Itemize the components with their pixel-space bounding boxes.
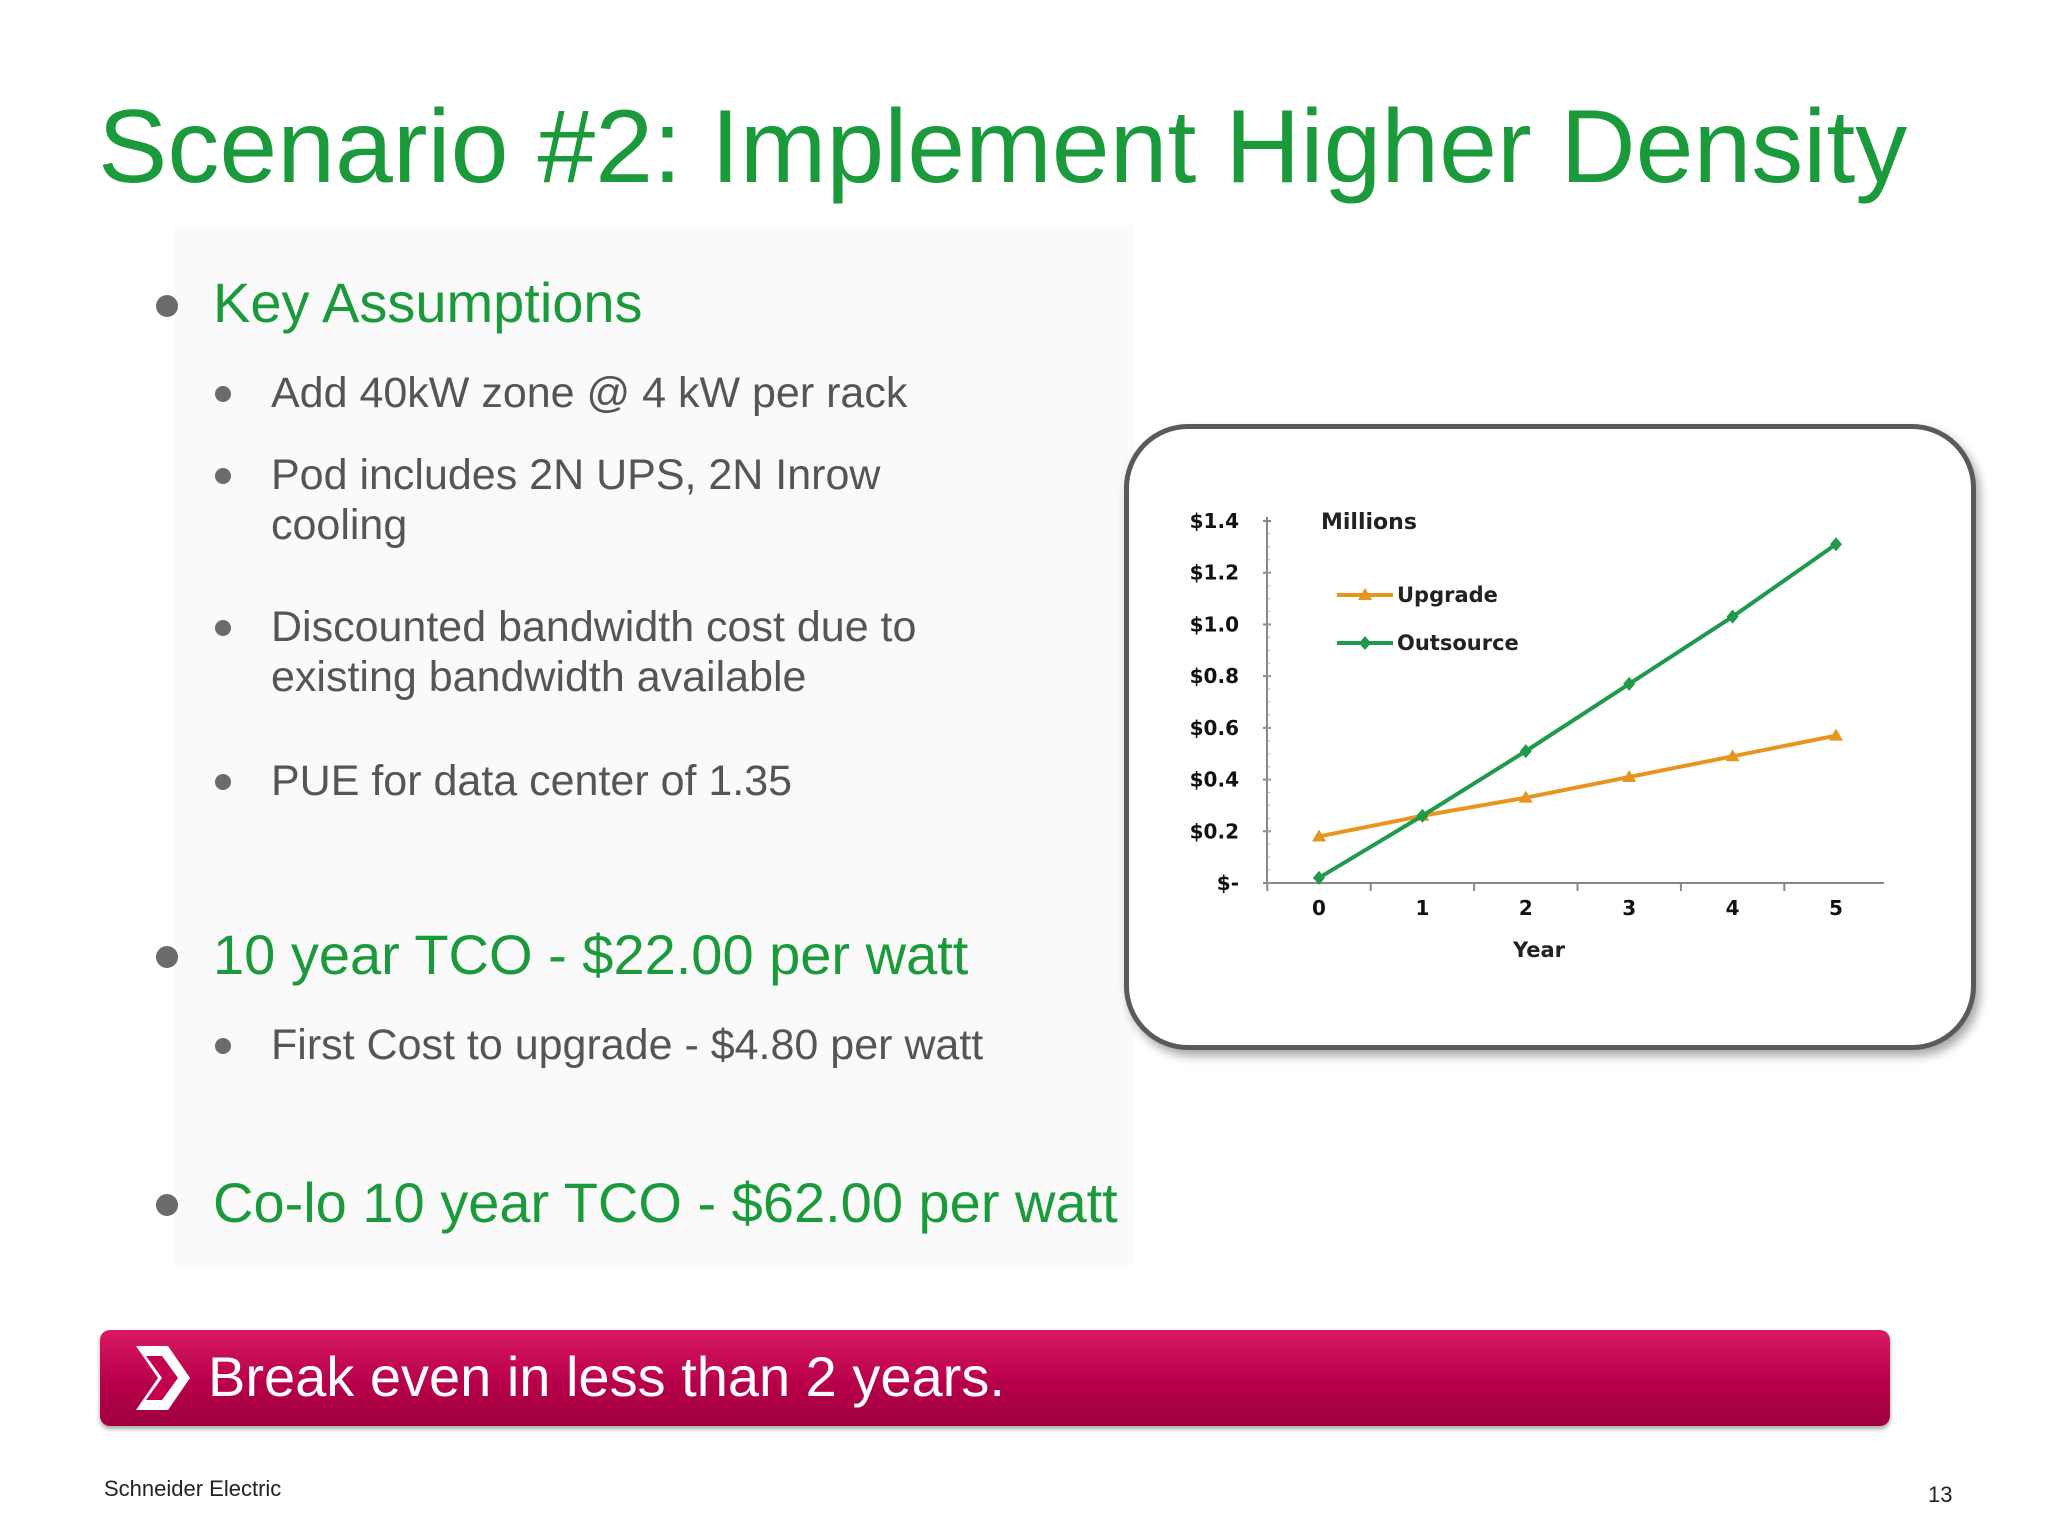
break-even-banner: Break even in less than 2 years. <box>100 1330 1890 1426</box>
y-tick-label: $0.4 <box>1190 768 1239 792</box>
y-tick-label: $1.4 <box>1190 509 1239 533</box>
x-axis-label: Year <box>1512 938 1566 962</box>
key-assumptions-heading: Key Assumptions <box>213 271 643 334</box>
x-tick-label: 5 <box>1829 896 1843 920</box>
x-tick-label: 1 <box>1415 896 1429 920</box>
x-tick-label: 3 <box>1622 896 1636 920</box>
data-point-outsource <box>1623 676 1636 691</box>
y-tick-label: $1.0 <box>1190 612 1239 636</box>
legend-label: Outsource <box>1397 631 1519 655</box>
assumption-item: Discounted bandwidth cost due to existin… <box>271 603 917 701</box>
tco-heading: 10 year TCO - $22.00 per watt <box>213 923 969 986</box>
chart-panel: $- $0.2 $0.4 $0.6 $0.8 $1.0 $1.2 $1.4 0 1 2 3 4 5 Year… <box>1124 424 1976 1050</box>
page-number: 13 <box>1928 1482 1953 1507</box>
footer-company: Schneider Electric <box>104 1476 282 1501</box>
bullet-dot-icon <box>156 946 178 968</box>
data-point-upgrade <box>1829 728 1843 741</box>
series-line-upgrade <box>1318 733 1837 839</box>
series-line-outsource <box>1317 542 1838 880</box>
bullet-dot-icon <box>215 1038 231 1054</box>
legend-label: Upgrade <box>1397 583 1498 607</box>
cost-line-chart: $- $0.2 $0.4 $0.6 $0.8 $1.0 $1.2 $1.4 0 1 2 3 4 5 Year… <box>1190 509 1884 962</box>
content-background <box>175 225 1135 1265</box>
slide-title: Scenario #2: Implement Higher Density <box>98 89 1908 205</box>
chart-annotation: Millions <box>1321 510 1417 535</box>
x-tick-label: 2 <box>1519 896 1533 920</box>
data-point-outsource <box>1416 808 1429 823</box>
data-point-upgrade <box>1622 769 1637 782</box>
bullet-dot-icon <box>215 620 231 636</box>
y-tick-label: $- <box>1217 871 1239 895</box>
bullet-dot-icon <box>156 1194 178 1216</box>
x-tick-label: 4 <box>1726 896 1740 920</box>
data-point-outsource <box>1313 870 1325 885</box>
tco-item: First Cost to upgrade - $4.80 per watt <box>271 1021 984 1069</box>
y-tick-label: $0.2 <box>1190 819 1239 843</box>
data-point-outsource <box>1830 537 1842 552</box>
y-tick-label: $0.8 <box>1190 664 1239 688</box>
x-tick-label: 0 <box>1312 896 1326 920</box>
bullet-dot-icon <box>215 468 231 484</box>
legend-marker <box>1359 636 1371 650</box>
assumption-item: Add 40kW zone @ 4 kW per rack <box>271 369 908 417</box>
bullet-dot-icon <box>215 774 231 790</box>
y-tick-label: $1.2 <box>1190 561 1239 585</box>
data-point-upgrade <box>1518 790 1533 803</box>
data-point-upgrade <box>1312 829 1326 842</box>
bullet-dot-icon <box>215 386 231 402</box>
assumption-item: Pod includes 2N UPS, 2N Inrow cooling <box>271 451 881 549</box>
assumption-item: PUE for data center of 1.35 <box>271 757 793 805</box>
legend-marker <box>1358 588 1372 600</box>
chevron-right-icon <box>136 1346 190 1410</box>
data-point-outsource <box>1726 609 1739 624</box>
banner-text: Break even in less than 2 years. <box>208 1345 1005 1408</box>
colo-tco-heading: Co-lo 10 year TCO - $62.00 per watt <box>213 1171 1118 1234</box>
bullet-dot-icon <box>156 295 178 317</box>
data-point-upgrade <box>1725 749 1740 762</box>
data-point-outsource <box>1519 744 1532 759</box>
y-tick-label: $0.6 <box>1190 716 1239 740</box>
